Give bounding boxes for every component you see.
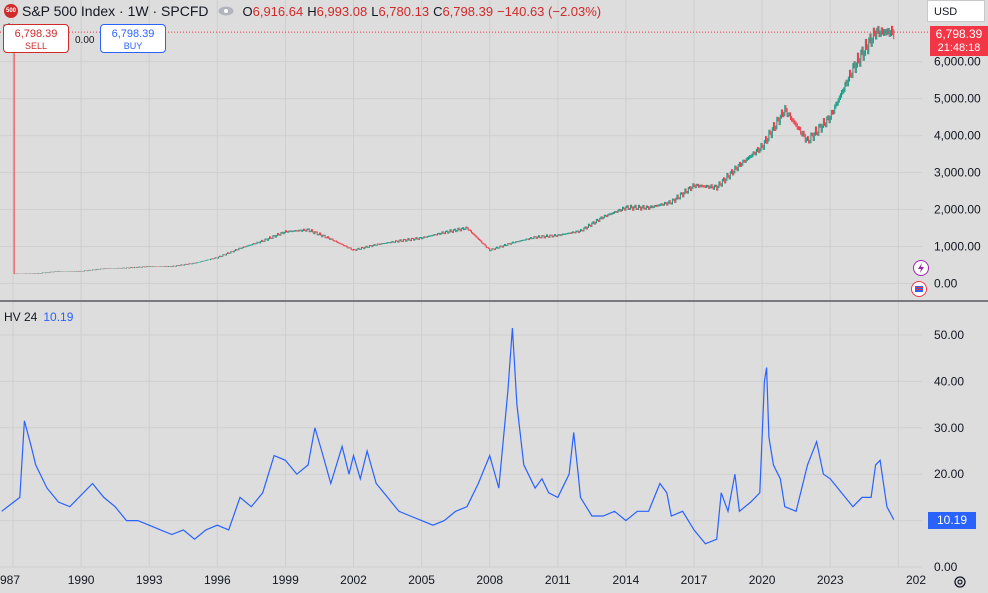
hv-value-tag: 10.19 [928, 512, 976, 529]
hv-tick-label: 30.00 [934, 421, 964, 435]
settings-gear-icon[interactable] [953, 575, 967, 589]
time-tick-label: 2014 [613, 573, 640, 587]
time-tick-label: 1993 [136, 573, 163, 587]
price-series [3, 23, 895, 275]
time-tick-label: 2002 [340, 573, 367, 587]
time-tick-label: 987 [0, 573, 20, 587]
spread-value: 0.00 [75, 35, 95, 46]
lightning-icon[interactable] [913, 260, 929, 276]
price-tick-label: 3,000.00 [934, 166, 981, 180]
hv-label: HV 24 [4, 310, 38, 324]
high-value: 6,993.08 [316, 3, 368, 19]
time-tick-label: 1999 [272, 573, 299, 587]
open-label: O [242, 3, 253, 19]
low-label: L [371, 3, 379, 19]
hv-series [1, 327, 895, 545]
bar-countdown: 21:48:18 [937, 42, 981, 54]
hv-grid [0, 302, 922, 568]
hv-value: 10.19 [43, 310, 74, 324]
time-tick-label: 1996 [204, 573, 231, 587]
price-tick-label: 1,000.00 [934, 240, 981, 254]
open-value: 6,916.64 [252, 3, 304, 19]
symbol-legend: 500 S&P 500 Index · 1W · SPCFD O 6,916.64… [4, 2, 605, 20]
last-price-value: 6,798.39 [935, 27, 983, 41]
price-tick-label: 5,000.00 [934, 92, 981, 106]
currency-selector[interactable]: USD [927, 0, 985, 22]
time-axis[interactable]: 987 1990 1993 1996 1999 2002 2005 2008 2011 2014 2… [0, 573, 926, 587]
hv-legend[interactable]: HV 24 10.19 [4, 310, 73, 324]
flag-icon[interactable] [911, 281, 927, 297]
hv-tick-label: 20.00 [934, 467, 964, 481]
change-value: −140.63 (−2.03%) [497, 3, 602, 19]
sell-price: 6,798.39 [14, 28, 58, 40]
time-tick-label: 2023 [817, 573, 844, 587]
last-price-tag: 6,798.39 21:48:18 [930, 26, 988, 56]
hv-tick-label: 50.00 [934, 328, 964, 342]
buy-button[interactable]: 6,798.39 BUY [100, 24, 166, 53]
price-tick-label: 6,000.00 [934, 55, 981, 69]
logo-text: 500 [5, 8, 16, 14]
buy-price: 6,798.39 [111, 28, 155, 40]
time-tick-label: 1990 [68, 573, 95, 587]
hv-line [1, 327, 895, 545]
price-axis[interactable]: 0.00 1,000.00 2,000.00 3,000.00 4,000.00 5,00… [934, 55, 981, 291]
hv-tick-label: 0.00 [934, 560, 958, 574]
close-label: C [433, 3, 443, 19]
time-tick-label: 202 [906, 573, 926, 587]
time-tick-label: 2017 [681, 573, 708, 587]
close-value: 6,798.39 [442, 3, 494, 19]
price-tick-label: 0.00 [934, 277, 958, 291]
symbol-logo[interactable]: 500 [4, 4, 18, 18]
time-tick-label: 2011 [545, 573, 571, 587]
eye-icon[interactable] [218, 6, 234, 16]
price-tick-label: 2,000.00 [934, 203, 981, 217]
symbol-title[interactable]: S&P 500 Index · 1W · SPCFD [22, 3, 209, 19]
sell-button[interactable]: 6,798.39 SELL [3, 24, 69, 53]
sell-label: SELL [24, 41, 48, 51]
time-tick-label: 2005 [408, 573, 435, 587]
time-tick-label: 2008 [476, 573, 503, 587]
time-tick-label: 2020 [749, 573, 776, 587]
low-value: 6,780.13 [378, 3, 430, 19]
buy-label: BUY [123, 41, 143, 51]
price-tick-label: 4,000.00 [934, 129, 981, 143]
hv-tick-label: 40.00 [934, 374, 964, 388]
high-label: H [307, 3, 317, 19]
price-grid [0, 0, 922, 300]
